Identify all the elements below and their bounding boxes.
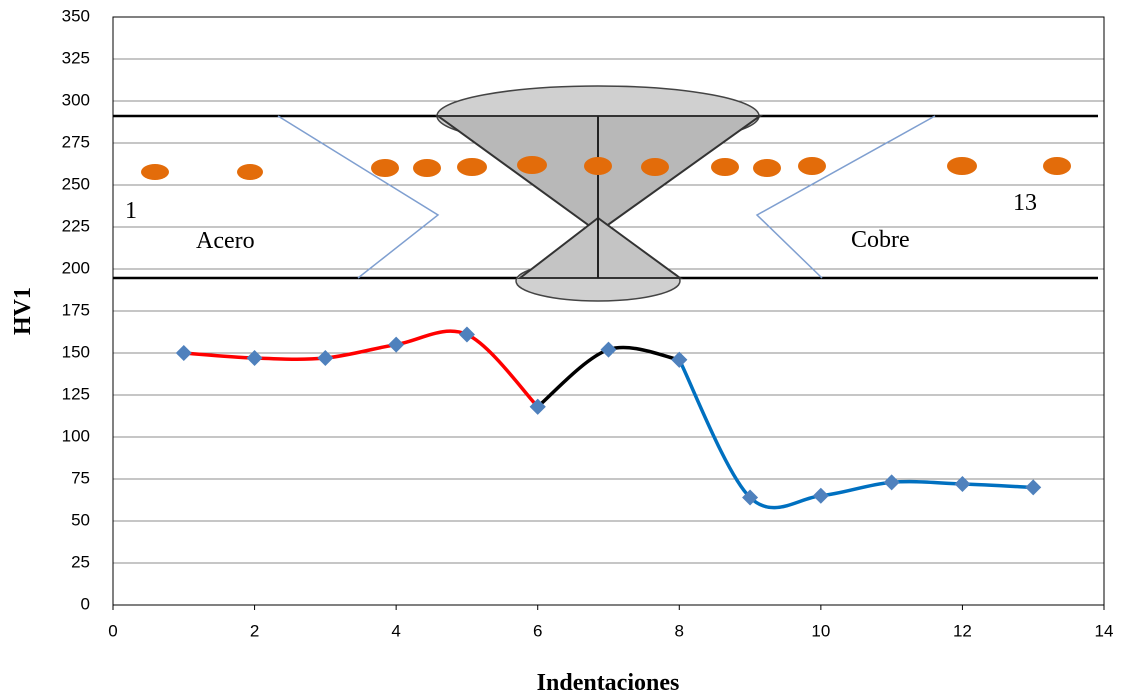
x-tick-label: 6: [533, 621, 542, 640]
x-tick-label: 8: [675, 621, 684, 640]
marker: [317, 350, 333, 366]
y-tick-label: 50: [71, 510, 90, 529]
y-axis-title: HV1: [10, 287, 36, 335]
y-tick-label: 325: [62, 48, 90, 67]
bevel-right: [757, 116, 935, 278]
x-tick-label: 2: [250, 621, 259, 640]
y-tick-label: 275: [62, 132, 90, 151]
x-tick-label: 4: [391, 621, 400, 640]
chart: 1 Acero 13 Cobre Indentaciones HV1 0 25 50…: [0, 0, 1130, 700]
y-tick-label: 75: [71, 468, 90, 487]
marker: [247, 350, 263, 366]
x-tick-label: 10: [811, 621, 830, 640]
y-tick-label: 225: [62, 216, 90, 235]
line-series: [679, 360, 1033, 508]
y-tick-label: 125: [62, 384, 90, 403]
y-tick-label: 25: [71, 552, 90, 571]
marker: [176, 345, 192, 361]
y-tick-label: 200: [62, 258, 90, 277]
x-tick-label: 0: [108, 621, 117, 640]
annotation: Acero: [196, 228, 255, 254]
marker: [671, 352, 687, 368]
marker: [1025, 479, 1041, 495]
y-tick-label: 300: [62, 90, 90, 109]
x-tick-label: 12: [953, 621, 972, 640]
marker: [388, 337, 404, 353]
marker: [954, 476, 970, 492]
y-tick-label: 250: [62, 174, 90, 193]
x-axis-title: Indentaciones: [537, 670, 680, 696]
annotation: Cobre: [851, 227, 910, 253]
marker: [813, 488, 829, 504]
marker: [601, 342, 617, 358]
x-tick-label: 14: [1095, 621, 1114, 640]
y-tick-label: 150: [62, 342, 90, 361]
y-tick-label: 350: [62, 6, 90, 25]
marker: [459, 327, 475, 343]
y-tick-label: 0: [81, 594, 90, 613]
y-tick-label: 175: [62, 300, 90, 319]
bevel-left: [278, 116, 438, 278]
annotation: 13: [1013, 190, 1037, 216]
marker: [884, 474, 900, 490]
y-tick-label: 100: [62, 426, 90, 445]
annotation: 1: [125, 198, 137, 224]
